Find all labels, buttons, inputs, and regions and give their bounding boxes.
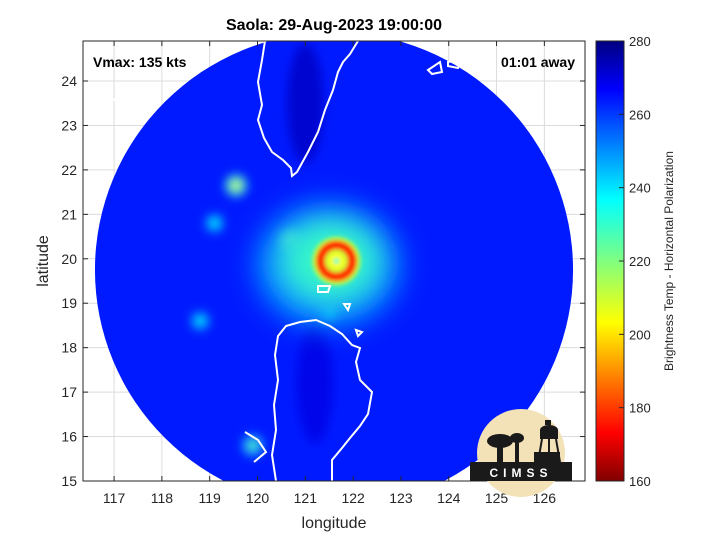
eye-center <box>333 258 340 264</box>
colorbar: 160 180 200 220 240 260 280 Brightness Temp - … <box>595 34 676 489</box>
y-tick-label: 18 <box>61 340 77 356</box>
x-tick-label: 118 <box>151 490 174 506</box>
y-axis-ticks: 15 16 17 18 19 20 21 22 23 24 <box>61 73 585 489</box>
satellite-dish-icon <box>487 433 524 462</box>
x-tick-label: 117 <box>103 490 126 506</box>
plot-area: 117 118 119 120 121 122 123 124 125 126 151617181… <box>61 40 586 506</box>
land-warm-region <box>296 323 333 444</box>
colorbar-label: Brightness Temp - Horizontal Polarizatio… <box>662 151 676 371</box>
y-axis-label: latitude <box>35 235 52 287</box>
x-tick-label: 120 <box>246 490 270 506</box>
vmax-annotation: Vmax: 135 kts <box>93 54 187 70</box>
y-tick-label: 23 <box>61 117 77 133</box>
rainband-cell <box>230 180 241 191</box>
time-away-annotation: 01:01 away <box>501 54 575 70</box>
x-tick-label: 121 <box>294 490 318 506</box>
plot-frame <box>82 40 586 482</box>
y-tick-label: 24 <box>61 73 77 89</box>
eyewall-ring <box>315 240 357 282</box>
rainband-cell <box>195 316 206 326</box>
y-tick-label: 20 <box>61 251 77 267</box>
swath-image <box>95 41 573 481</box>
y-tick-label: 16 <box>61 429 77 445</box>
cimss-logo: CIMSS <box>470 409 572 497</box>
x-tick-label: 123 <box>389 490 413 506</box>
x-tick-label: 124 <box>437 490 461 506</box>
logo-text: CIMSS <box>489 466 552 480</box>
storm <box>256 203 401 327</box>
chart-title: Saola: 29-Aug-2023 19:00:00 <box>226 17 442 34</box>
colorbar-tick-label: 160 <box>629 474 651 489</box>
colorbar-tick-label: 200 <box>629 327 651 342</box>
y-tick-label: 15 <box>61 473 77 489</box>
colorbar-tick-label: 280 <box>629 34 651 49</box>
water-tower-icon <box>534 420 561 463</box>
y-tick-label: 21 <box>61 206 77 222</box>
colorbar-tick-label: 220 <box>629 254 651 269</box>
rainband-cell <box>247 440 258 451</box>
colorbar-tick-label: 240 <box>629 181 651 196</box>
y-tick-label: 19 <box>61 295 77 311</box>
x-axis-ticks: 117 118 119 120 121 122 123 124 125 126 <box>103 41 556 506</box>
rainband-cell <box>209 218 220 229</box>
colorbar-tick-label: 180 <box>629 401 651 416</box>
x-axis-label: longitude <box>302 515 367 532</box>
x-tick-label: 122 <box>341 490 365 506</box>
x-tick-label: 126 <box>533 490 557 506</box>
x-tick-label: 119 <box>199 490 222 506</box>
y-tick-label: 22 <box>61 162 77 178</box>
storm-core <box>312 237 361 285</box>
colorbar-tick-label: 260 <box>629 107 651 122</box>
coastlines <box>91 41 514 481</box>
y-tick-label: 17 <box>61 384 77 400</box>
colorbar-ticks: 160 180 200 220 240 260 280 <box>619 34 651 489</box>
logo-banner <box>470 462 572 481</box>
x-tick-label: 125 <box>485 490 509 506</box>
land-warm-region <box>287 43 324 164</box>
